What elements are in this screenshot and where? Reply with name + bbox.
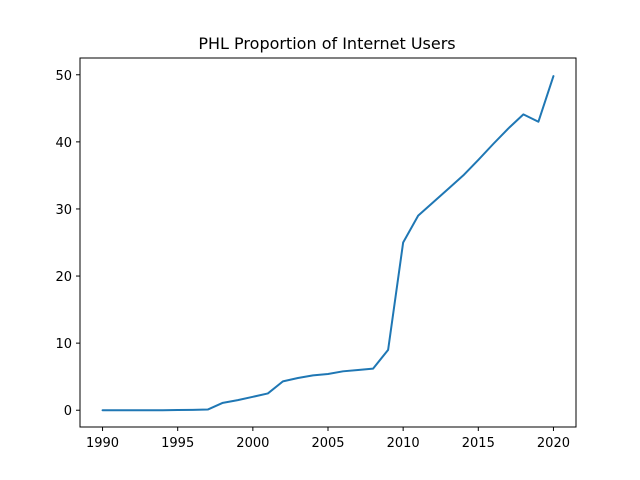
x-tick-label: 1995 [161,436,194,451]
x-tick-label: 2020 [537,436,570,451]
y-tick-label: 30 [55,203,72,218]
chart-title: PHL Proportion of Internet Users [198,34,455,53]
axes-frame [79,57,577,428]
x-axis: 1990 1995 2000 2005 2010 2015 2020 [86,427,570,451]
series-line-0 [101,75,555,412]
x-tick-label: 2010 [387,436,420,451]
y-tick-label: 10 [55,337,72,352]
y-tick-label: 40 [55,136,72,151]
x-tick-label: 2015 [462,436,495,451]
y-tick-label: 20 [55,270,72,285]
y-axis: 0 10 20 30 40 50 [55,69,80,419]
x-tick-label: 1990 [86,436,119,451]
y-tick-label: 50 [55,69,72,84]
y-tick-label: 0 [64,404,72,419]
x-tick-label: 2000 [236,436,269,451]
plot-area [101,75,555,412]
x-tick-label: 2005 [311,436,344,451]
